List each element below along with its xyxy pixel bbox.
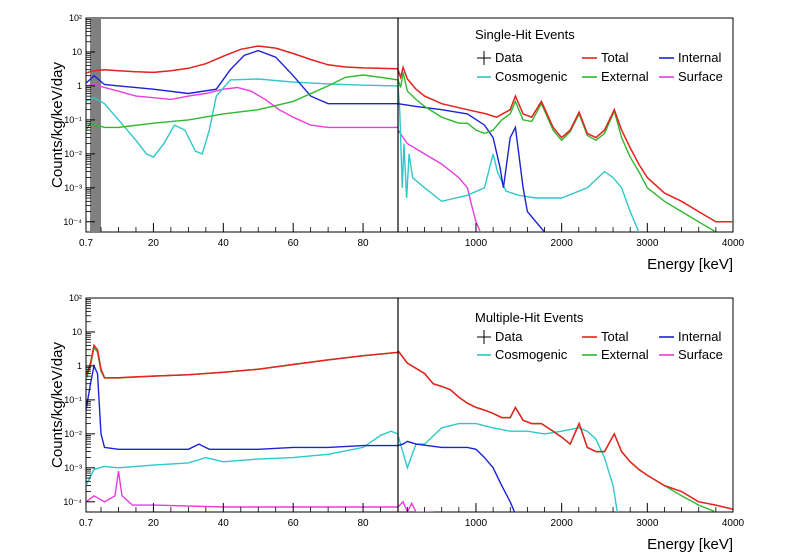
legend-label: Surface <box>678 347 723 362</box>
series-surface-low <box>86 83 398 129</box>
y-tick-label: 10⁻¹ <box>64 395 82 405</box>
series-data-low <box>86 344 399 379</box>
x-tick-label: 80 <box>357 238 369 249</box>
series-surface-high <box>397 500 434 512</box>
legend-surface: Surface <box>659 69 723 84</box>
y-tick-label: 10² <box>69 13 82 23</box>
series-total-high <box>397 64 733 223</box>
series-data-low <box>86 45 399 74</box>
y-tick-label: 10⁻³ <box>64 463 82 473</box>
y-tick-label: 10⁻² <box>64 149 82 159</box>
series-cosmogenic-low <box>86 430 399 486</box>
x-tick-label: 60 <box>288 238 300 249</box>
series-cosmogenic-low <box>86 78 399 158</box>
series-surface-high <box>397 129 481 232</box>
x-tick-label: 1000 <box>465 518 488 529</box>
legend: Data Total Internal Cosmogenic External … <box>477 50 723 84</box>
panel-title: Multiple-Hit Events <box>475 310 584 325</box>
legend-internal: Internal <box>659 50 721 65</box>
x-tick-label: 0.7 <box>79 238 93 249</box>
series-external-low <box>86 74 399 131</box>
panel-multiple-hit: 10⁻⁴ 10⁻³ 10⁻² 10⁻¹ 1 10 10² 0.7 20 40 60 80 1000 20… <box>49 293 745 553</box>
legend-total: Total <box>582 329 629 344</box>
x-axis-title: Energy [keV] <box>647 536 733 553</box>
x-axis-title: Energy [keV] <box>647 256 733 273</box>
y-tick-label: 10⁻¹ <box>64 115 82 125</box>
x-tick-label: 4000 <box>722 518 745 529</box>
y-axis-title: Counts/kg/keV/day <box>49 342 66 468</box>
y-tick-label: 10⁻⁴ <box>63 217 82 227</box>
x-ticks: 0.7 20 40 60 80 1000 2000 3000 4000 <box>79 223 745 249</box>
plot-frame <box>85 297 734 513</box>
y-tick-label: 10⁻⁴ <box>63 497 82 507</box>
legend-label: Cosmogenic <box>495 347 568 362</box>
x-tick-label: 3000 <box>636 238 659 249</box>
x-tick-label: 20 <box>148 518 160 529</box>
legend-cosmogenic: Cosmogenic <box>477 347 568 362</box>
y-tick-label: 10⁻³ <box>64 183 82 193</box>
legend-cosmogenic: Cosmogenic <box>477 69 568 84</box>
legend-label: Surface <box>678 69 723 84</box>
legend-label: Data <box>495 329 523 344</box>
x-tick-label: 3000 <box>636 518 659 529</box>
series-total-low <box>86 343 399 379</box>
legend-data: Data <box>477 329 523 344</box>
y-ticks: 10⁻⁴ 10⁻³ 10⁻² 10⁻¹ 1 10 10² <box>63 13 95 227</box>
x-tick-label: 40 <box>218 518 230 529</box>
series-internal-low <box>86 363 398 450</box>
x-tick-label: 1000 <box>465 238 488 249</box>
series-surface-low <box>86 471 398 508</box>
series-layer <box>86 45 733 232</box>
panel-single-hit: 10⁻⁴ 10⁻³ 10⁻² 10⁻¹ 1 10 10² 0.7 20 40 60 80 1000 20… <box>49 13 745 273</box>
x-tick-label: 40 <box>218 238 230 249</box>
x-tick-label: 20 <box>148 238 160 249</box>
series-internal-high <box>397 103 546 232</box>
legend-data: Data <box>477 50 523 65</box>
panel-title: Single-Hit Events <box>475 27 575 42</box>
y-tick-label: 10 <box>72 47 82 57</box>
legend-label: External <box>601 347 649 362</box>
series-cosmogenic-high <box>397 85 640 232</box>
legend-label: Total <box>601 329 629 344</box>
legend-label: Cosmogenic <box>495 69 568 84</box>
series-external-high <box>397 72 717 232</box>
legend-label: External <box>601 69 649 84</box>
y-tick-label: 1 <box>77 81 82 91</box>
plot-frame <box>85 17 734 233</box>
series-cosmogenic-high <box>397 422 618 512</box>
y-tick-label: 10⁻² <box>64 429 82 439</box>
series-data-high <box>397 65 733 223</box>
series-layer <box>86 343 733 512</box>
x-tick-label: 80 <box>357 518 369 529</box>
legend-external: External <box>582 347 649 362</box>
x-tick-label: 2000 <box>551 238 574 249</box>
y-tick-label: 1 <box>77 361 82 371</box>
legend-label: Internal <box>678 50 721 65</box>
series-total-low <box>86 45 399 74</box>
legend-external: External <box>582 69 649 84</box>
series-internal-low <box>86 49 398 105</box>
legend-label: Data <box>495 50 523 65</box>
y-axis-title: Counts/kg/keV/day <box>49 62 66 188</box>
x-tick-label: 0.7 <box>79 518 93 529</box>
series-internal-high <box>397 440 516 512</box>
series-total-high <box>397 350 733 511</box>
x-tick-label: 2000 <box>551 518 574 529</box>
y-ticks: 10⁻⁴ 10⁻³ 10⁻² 10⁻¹ 1 10 10² <box>63 293 95 507</box>
series-external-low <box>86 345 399 380</box>
x-tick-label: 60 <box>288 518 300 529</box>
x-tick-label: 4000 <box>722 238 745 249</box>
legend-label: Total <box>601 50 629 65</box>
legend-label: Internal <box>678 329 721 344</box>
y-tick-label: 10 <box>72 327 82 337</box>
y-tick-label: 10² <box>69 293 82 303</box>
x-ticks: 0.7 20 40 60 80 1000 2000 3000 4000 <box>79 503 745 529</box>
legend: Data Total Internal Cosmogenic External … <box>477 329 723 362</box>
legend-total: Total <box>582 50 629 65</box>
legend-surface: Surface <box>659 347 723 362</box>
legend-internal: Internal <box>659 329 721 344</box>
